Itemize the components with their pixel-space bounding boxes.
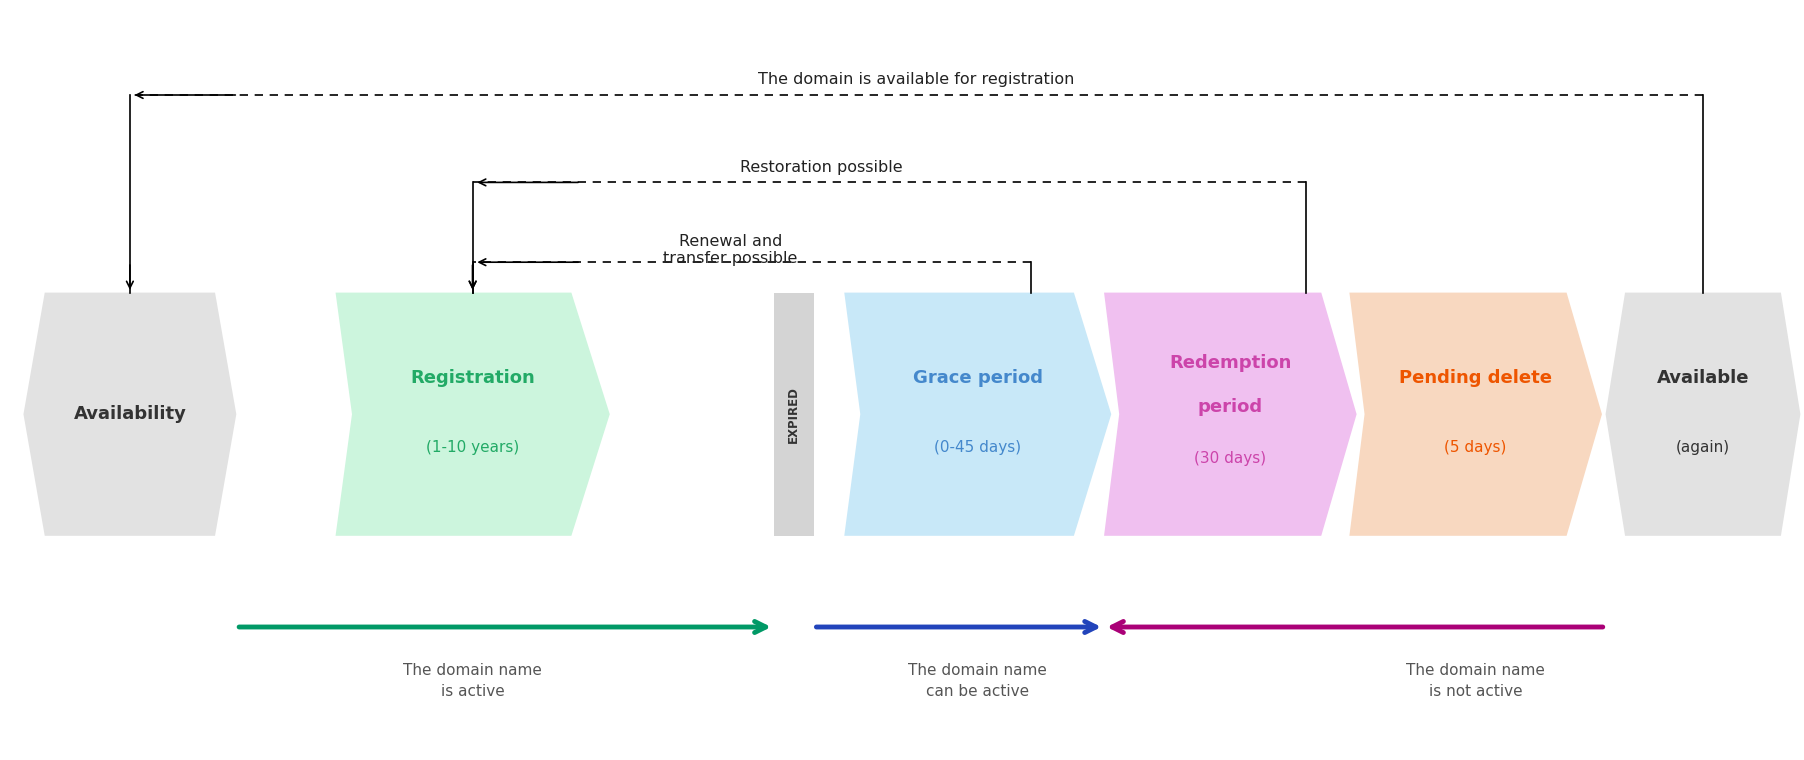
Text: The domain name
is not active: The domain name is not active [1407, 663, 1544, 699]
Text: The domain name
can be active: The domain name can be active [909, 663, 1046, 699]
Text: Restoration possible: Restoration possible [740, 160, 902, 175]
Polygon shape [336, 293, 610, 536]
Text: The domain name
is active: The domain name is active [404, 663, 541, 699]
Text: Registration: Registration [410, 369, 536, 387]
Text: EXPIRED: EXPIRED [787, 386, 801, 442]
Text: (again): (again) [1676, 440, 1730, 455]
Text: Grace period: Grace period [913, 369, 1043, 387]
Polygon shape [23, 293, 236, 536]
Bar [774, 293, 814, 536]
Polygon shape [1606, 293, 1800, 536]
Text: period: period [1198, 397, 1263, 416]
Polygon shape [844, 293, 1111, 536]
Text: (0-45 days): (0-45 days) [934, 440, 1021, 455]
Text: (5 days): (5 days) [1445, 440, 1506, 455]
Polygon shape [1349, 293, 1602, 536]
Polygon shape [1104, 293, 1357, 536]
Text: Renewal and
transfer possible: Renewal and transfer possible [664, 233, 797, 266]
Text: Redemption: Redemption [1169, 353, 1292, 372]
Text: (30 days): (30 days) [1194, 451, 1266, 466]
Text: Availability: Availability [74, 405, 186, 423]
Text: (1-10 years): (1-10 years) [426, 440, 520, 455]
Text: Pending delete: Pending delete [1400, 369, 1551, 387]
Text: Available: Available [1656, 369, 1750, 387]
Text: The domain is available for registration: The domain is available for registration [758, 72, 1075, 87]
